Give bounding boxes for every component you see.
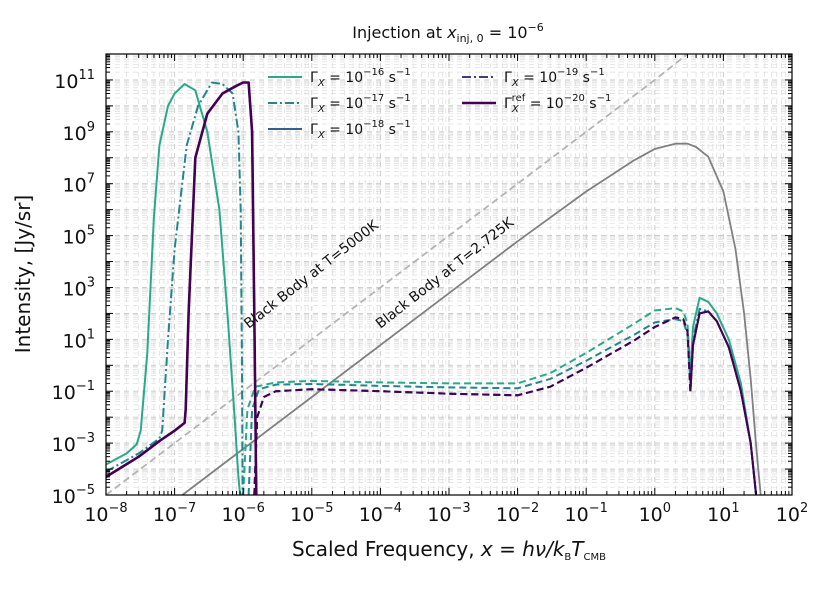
x-tick-label: 10−4 — [359, 501, 402, 526]
legend-label: ΓX = 10−19 s−1 — [504, 67, 605, 89]
x-tick-label: 10−2 — [496, 501, 539, 526]
y-tick-label: 1011 — [54, 68, 95, 93]
x-tick-label: 10−3 — [427, 501, 470, 526]
x-tick-label: 10−6 — [222, 501, 265, 526]
tail-curve-3 — [253, 316, 692, 495]
y-tick-labels: 10−5 10−3 10−1 101 103 105 107 109 1011 — [52, 68, 95, 508]
x-tick-label: 101 — [707, 501, 739, 526]
y-tick-label: 109 — [63, 120, 95, 145]
x-tick-label: 100 — [639, 501, 671, 526]
y-tick-label: 107 — [63, 172, 95, 197]
x-tick-label: 10−7 — [153, 501, 196, 526]
y-tick-label: 10−5 — [52, 483, 95, 508]
x-tick-label: 10−8 — [84, 501, 127, 526]
tail-curve-1 — [247, 318, 692, 495]
x-tick-labels: 10−8 10−7 10−6 10−5 10−4 10−3 10−2 10−1 100 101 10… — [84, 501, 808, 526]
x-tick-label: 102 — [776, 501, 808, 526]
y-tick-label: 10−1 — [52, 379, 95, 404]
series-curve-4 — [106, 81, 258, 495]
y-tick-label: 105 — [63, 224, 95, 249]
y-tick-label: 101 — [63, 327, 95, 352]
tail-curve-after-4 — [689, 310, 758, 495]
legend-label: ΓX = 10−18 s−1 — [310, 119, 411, 141]
legend-label: ΓX = 10−16 s−1 — [310, 67, 411, 89]
y-axis-title: Intensity, [Jy/sr] — [11, 195, 35, 354]
curves — [106, 54, 762, 495]
legend: ΓX = 10−16 s−1 ΓX = 10−17 s−1 ΓX = 10−18 s… — [268, 67, 611, 141]
series-curve-1 — [106, 81, 244, 495]
tail-curve-4 — [253, 316, 692, 495]
chart-title: Injection at xinj, 0 = 10−6 — [352, 21, 544, 45]
legend-label: ΓXref = 10−20 s−1 — [504, 93, 611, 115]
legend-label: ΓX = 10−17 s−1 — [310, 93, 411, 115]
blackbody-curve-0 — [181, 142, 762, 495]
blackbody-curve-1 — [106, 54, 689, 495]
x-tick-label: 10−1 — [565, 501, 608, 526]
x-tick-label: 10−5 — [290, 501, 333, 526]
tail-curve-2 — [253, 316, 692, 495]
y-tick-label: 10−3 — [52, 431, 95, 456]
x-axis-title: Scaled Frequency, x = hν/kBTCMB — [292, 537, 606, 563]
y-tick-label: 103 — [63, 276, 95, 301]
tail-curve-0 — [242, 307, 692, 495]
ticks — [105, 53, 793, 496]
series-curve-0 — [106, 83, 242, 495]
